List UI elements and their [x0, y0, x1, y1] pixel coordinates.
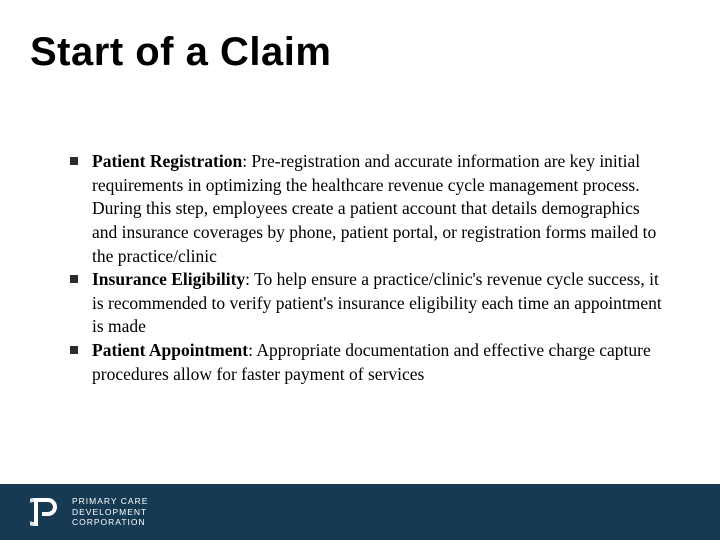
- logo: PRIMARY CARE DEVELOPMENT CORPORATION: [30, 496, 148, 528]
- content-area: Patient Registration: Pre-registration a…: [70, 150, 665, 386]
- bullet-label: Patient Appointment: [92, 340, 248, 360]
- bullet-item: Patient Registration: Pre-registration a…: [70, 150, 665, 268]
- logo-line: DEVELOPMENT: [72, 507, 148, 518]
- slide-title: Start of a Claim: [30, 30, 331, 75]
- bullet-label: Insurance Eligibility: [92, 269, 245, 289]
- footer-bar: PRIMARY CARE DEVELOPMENT CORPORATION: [0, 484, 720, 540]
- logo-line: PRIMARY CARE: [72, 496, 148, 507]
- slide: Start of a Claim Patient Registration: P…: [0, 0, 720, 540]
- bullet-list: Patient Registration: Pre-registration a…: [70, 150, 665, 386]
- logo-text: PRIMARY CARE DEVELOPMENT CORPORATION: [72, 496, 148, 528]
- logo-line: CORPORATION: [72, 517, 148, 528]
- bullet-label: Patient Registration: [92, 151, 242, 171]
- bullet-item: Insurance Eligibility: To help ensure a …: [70, 268, 665, 339]
- logo-mark-icon: [30, 496, 62, 528]
- bullet-item: Patient Appointment: Appropriate documen…: [70, 339, 665, 386]
